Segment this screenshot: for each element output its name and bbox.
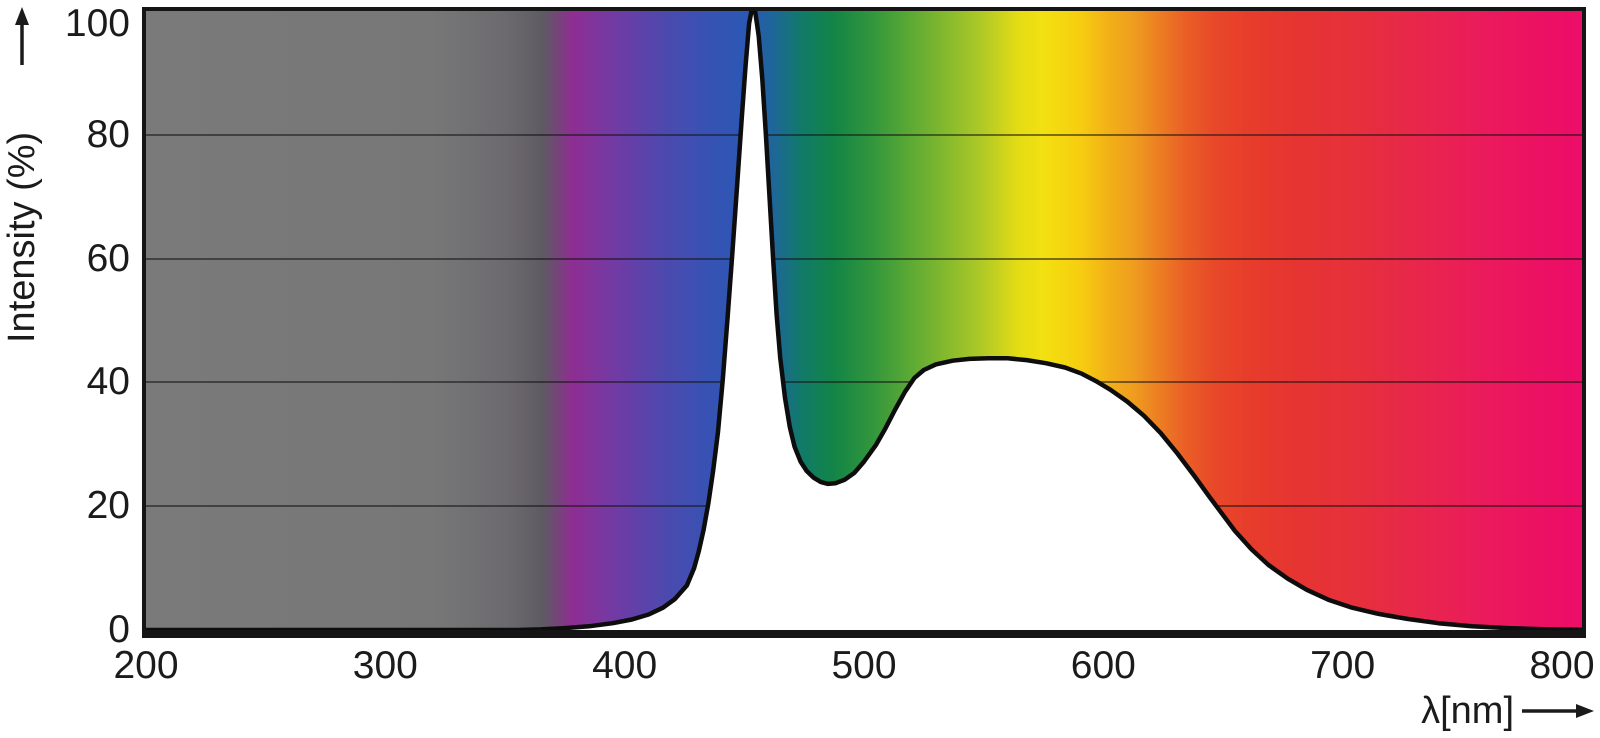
x-tick-200: 200 bbox=[113, 644, 179, 687]
x-tick-300: 300 bbox=[352, 644, 418, 687]
y-tick-80: 80 bbox=[86, 112, 130, 156]
y-tick-40: 40 bbox=[86, 360, 130, 404]
y-axis-label: Intensity (%) bbox=[0, 7, 45, 343]
right-arrow-icon bbox=[1522, 704, 1594, 718]
up-arrow-icon bbox=[15, 7, 29, 65]
spectral-curve bbox=[146, 11, 1582, 630]
x-tick-700: 700 bbox=[1310, 644, 1376, 687]
plot-inner bbox=[146, 11, 1582, 630]
plot-area bbox=[142, 7, 1586, 638]
x-tick-600: 600 bbox=[1070, 644, 1136, 687]
x-axis-label-text: λ[nm] bbox=[1421, 689, 1514, 732]
gridline-60 bbox=[146, 257, 1582, 260]
y-tick-60: 60 bbox=[86, 236, 130, 280]
y-axis-label-text: Intensity (%) bbox=[0, 131, 43, 343]
under-curve-white-fill bbox=[146, 11, 1582, 630]
gridline-40 bbox=[146, 381, 1582, 384]
spectral-curve-line bbox=[146, 11, 1582, 630]
x-tick-800: 800 bbox=[1529, 644, 1595, 687]
y-tick-100: 100 bbox=[64, 2, 130, 45]
x-axis-label: λ[nm] bbox=[1421, 688, 1594, 734]
x-tick-400: 400 bbox=[592, 644, 658, 687]
y-tick-20: 20 bbox=[86, 484, 130, 528]
gridline-80 bbox=[146, 133, 1582, 136]
y-tick-0: 0 bbox=[108, 608, 130, 651]
x-tick-500: 500 bbox=[831, 644, 897, 687]
